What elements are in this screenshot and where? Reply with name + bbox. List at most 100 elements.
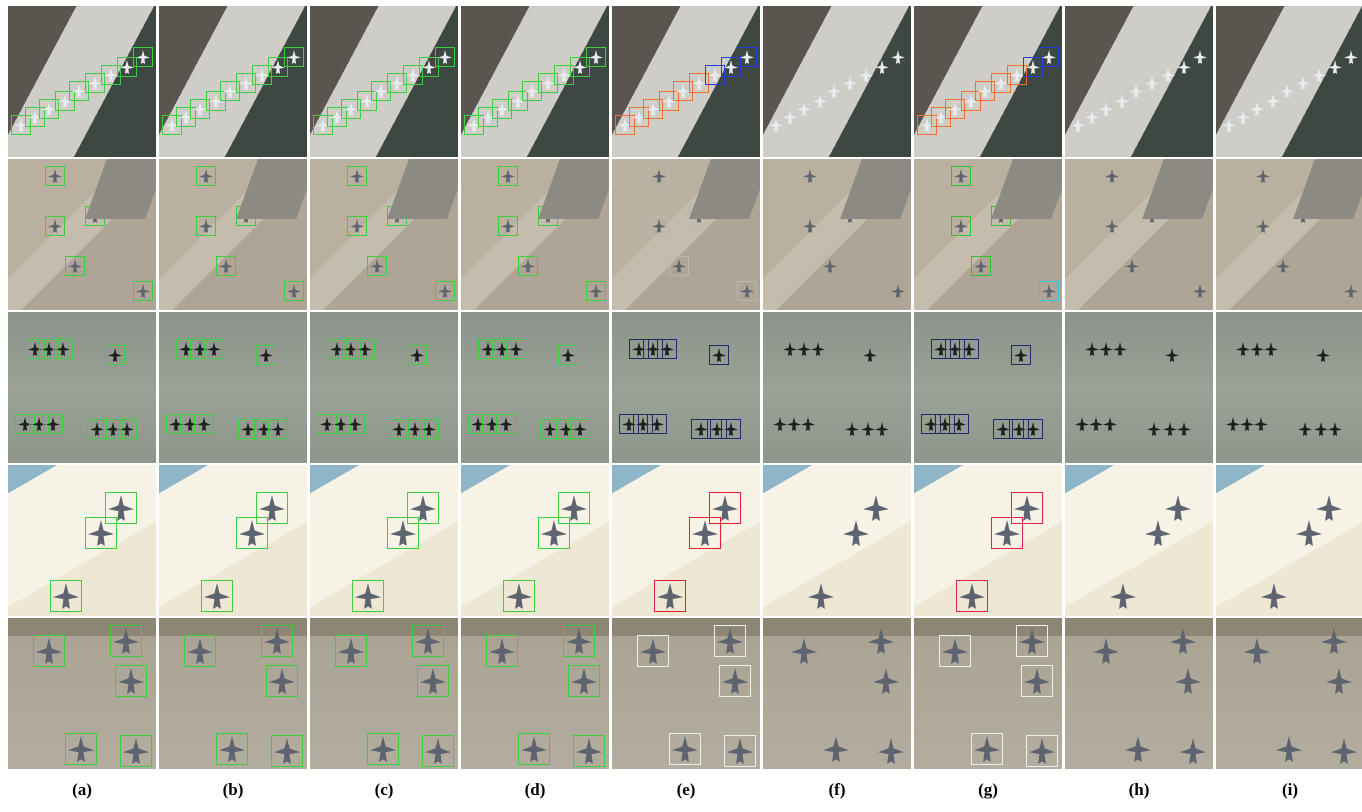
detection-box (503, 580, 535, 612)
aircraft (808, 583, 834, 609)
aircraft (1344, 50, 1358, 64)
image-panel (763, 312, 911, 463)
aircraft (1113, 342, 1127, 356)
detection-box (956, 580, 988, 612)
image-panel (612, 6, 760, 157)
aircraft (1145, 209, 1159, 223)
aircraft (1129, 84, 1143, 98)
aircraft (1314, 422, 1328, 436)
aircraft (1236, 342, 1250, 356)
image-panel (914, 6, 1062, 157)
detection-box (347, 216, 367, 236)
aircraft (1145, 520, 1171, 546)
aircraft (1071, 118, 1085, 132)
image-panel (8, 312, 156, 463)
image-panel (763, 6, 911, 157)
image-panel (1065, 159, 1213, 310)
image-panel (1216, 312, 1362, 463)
detection-box (647, 414, 667, 434)
aircraft (1115, 94, 1129, 108)
aircraft (1085, 342, 1099, 356)
aircraft (843, 209, 857, 223)
image-panel (159, 312, 307, 463)
detection-box (435, 47, 455, 67)
detection-box (518, 256, 538, 276)
aircraft (1105, 169, 1119, 183)
detection-box (714, 625, 746, 657)
aircraft (1298, 422, 1312, 436)
panel-label: (i) (1216, 780, 1362, 800)
detection-box (133, 281, 153, 301)
detection-box (1016, 625, 1048, 657)
aircraft (1256, 169, 1270, 183)
detection-box (498, 166, 518, 186)
aircraft (1331, 738, 1357, 764)
detection-box (1039, 47, 1059, 67)
detection-box (85, 206, 105, 226)
aircraft (1075, 417, 1089, 431)
aircraft (845, 422, 859, 436)
panel-label: (c) (310, 780, 458, 800)
aircraft (1165, 348, 1179, 362)
image-panel (914, 465, 1062, 616)
panel-label: (g) (914, 780, 1062, 800)
detection-box (216, 733, 248, 765)
aircraft (863, 495, 889, 521)
detection-box (724, 735, 756, 767)
image-panel (612, 312, 760, 463)
aircraft (1326, 668, 1352, 694)
aircraft (1193, 284, 1207, 298)
detection-box (486, 635, 518, 667)
detection-box (194, 414, 214, 434)
aircraft (1316, 348, 1330, 362)
aircraft (863, 348, 877, 362)
detection-box (201, 580, 233, 612)
detection-box (256, 345, 276, 365)
detection-box (971, 733, 1003, 765)
detection-box (971, 256, 991, 276)
detection-box (669, 256, 689, 276)
detection-box (417, 665, 449, 697)
aircraft (875, 422, 889, 436)
image-panel (1065, 465, 1213, 616)
detection-box (586, 47, 606, 67)
image-panel (763, 465, 911, 616)
detection-box (737, 47, 757, 67)
panel-label: (e) (612, 780, 760, 800)
aircraft (827, 84, 841, 98)
aircraft (1280, 84, 1294, 98)
detection-box (105, 345, 125, 365)
aircraft (1328, 422, 1342, 436)
image-panel (8, 618, 156, 769)
detection-box (669, 733, 701, 765)
aircraft (1296, 520, 1322, 546)
aircraft (1316, 495, 1342, 521)
aircraft (797, 102, 811, 116)
aircraft (823, 736, 849, 762)
image-panel (159, 618, 307, 769)
detection-box (65, 733, 97, 765)
detection-box (496, 414, 516, 434)
detection-box (236, 517, 268, 549)
image-panel (461, 465, 609, 616)
image-panel (1065, 6, 1213, 157)
detection-box (422, 735, 454, 767)
aircraft (1170, 628, 1196, 654)
detection-box (407, 345, 427, 365)
image-panel (8, 465, 156, 616)
image-panel (310, 465, 458, 616)
aircraft (1226, 417, 1240, 431)
detection-box (949, 414, 969, 434)
image-panel (310, 6, 458, 157)
aircraft (878, 738, 904, 764)
aircraft (801, 417, 815, 431)
aircraft (1244, 638, 1270, 664)
aircraft (891, 50, 905, 64)
detection-box (991, 206, 1011, 226)
detection-box (196, 216, 216, 236)
aircraft (783, 110, 797, 124)
detection-box (196, 166, 216, 186)
image-panel (612, 618, 760, 769)
detection-box (133, 47, 153, 67)
aircraft (1099, 342, 1113, 356)
